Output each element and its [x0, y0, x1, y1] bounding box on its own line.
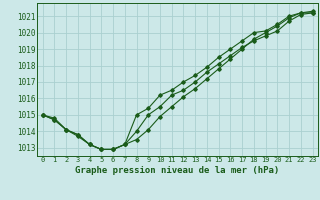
X-axis label: Graphe pression niveau de la mer (hPa): Graphe pression niveau de la mer (hPa)	[76, 166, 280, 175]
